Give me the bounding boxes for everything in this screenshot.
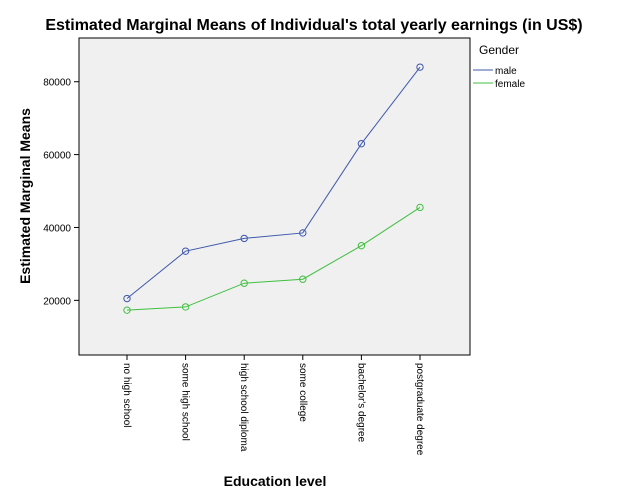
male-series-line xyxy=(126,66,421,299)
plot-area xyxy=(78,37,471,356)
y-axis: 20000 40000 60000 80000 xyxy=(43,78,79,307)
female-point xyxy=(123,306,131,314)
x-tick-label: no high school xyxy=(121,363,132,428)
x-tick-label: some college xyxy=(297,363,308,422)
female-point xyxy=(357,241,366,250)
male-point xyxy=(123,294,131,303)
female-legend-label: female xyxy=(495,79,525,90)
male-point xyxy=(299,229,307,237)
x-tick-label: postgraduate degree xyxy=(414,363,425,456)
legend-title: Gender xyxy=(479,43,519,57)
y-tick-label: 80000 xyxy=(43,78,71,89)
x-axis-title: Education level xyxy=(224,473,327,489)
male-point xyxy=(416,63,424,71)
x-tick-label: some high school xyxy=(180,363,191,441)
chart-title: Estimated Marginal Means of Individual's… xyxy=(45,17,582,34)
x-axis: no high school some high school high schoo… xyxy=(121,355,425,456)
male-point xyxy=(240,234,248,243)
y-tick-label: 20000 xyxy=(43,296,71,307)
female-point xyxy=(299,275,307,283)
legend: Gender male female xyxy=(473,43,525,90)
female-point xyxy=(240,279,248,287)
x-tick-label: bachelor's degree xyxy=(355,363,366,443)
y-tick-label: 40000 xyxy=(43,223,71,234)
female-series-line xyxy=(126,207,421,311)
male-legend-label: male xyxy=(495,66,517,77)
male-point xyxy=(181,247,190,255)
female-point xyxy=(181,303,190,311)
y-tick-label: 60000 xyxy=(43,151,71,162)
female-point xyxy=(416,203,424,212)
male-point xyxy=(357,139,366,148)
series-layer xyxy=(123,63,424,314)
x-tick-label: high school diploma xyxy=(238,363,249,452)
y-axis-title: Estimated Marginal Means xyxy=(17,108,33,284)
